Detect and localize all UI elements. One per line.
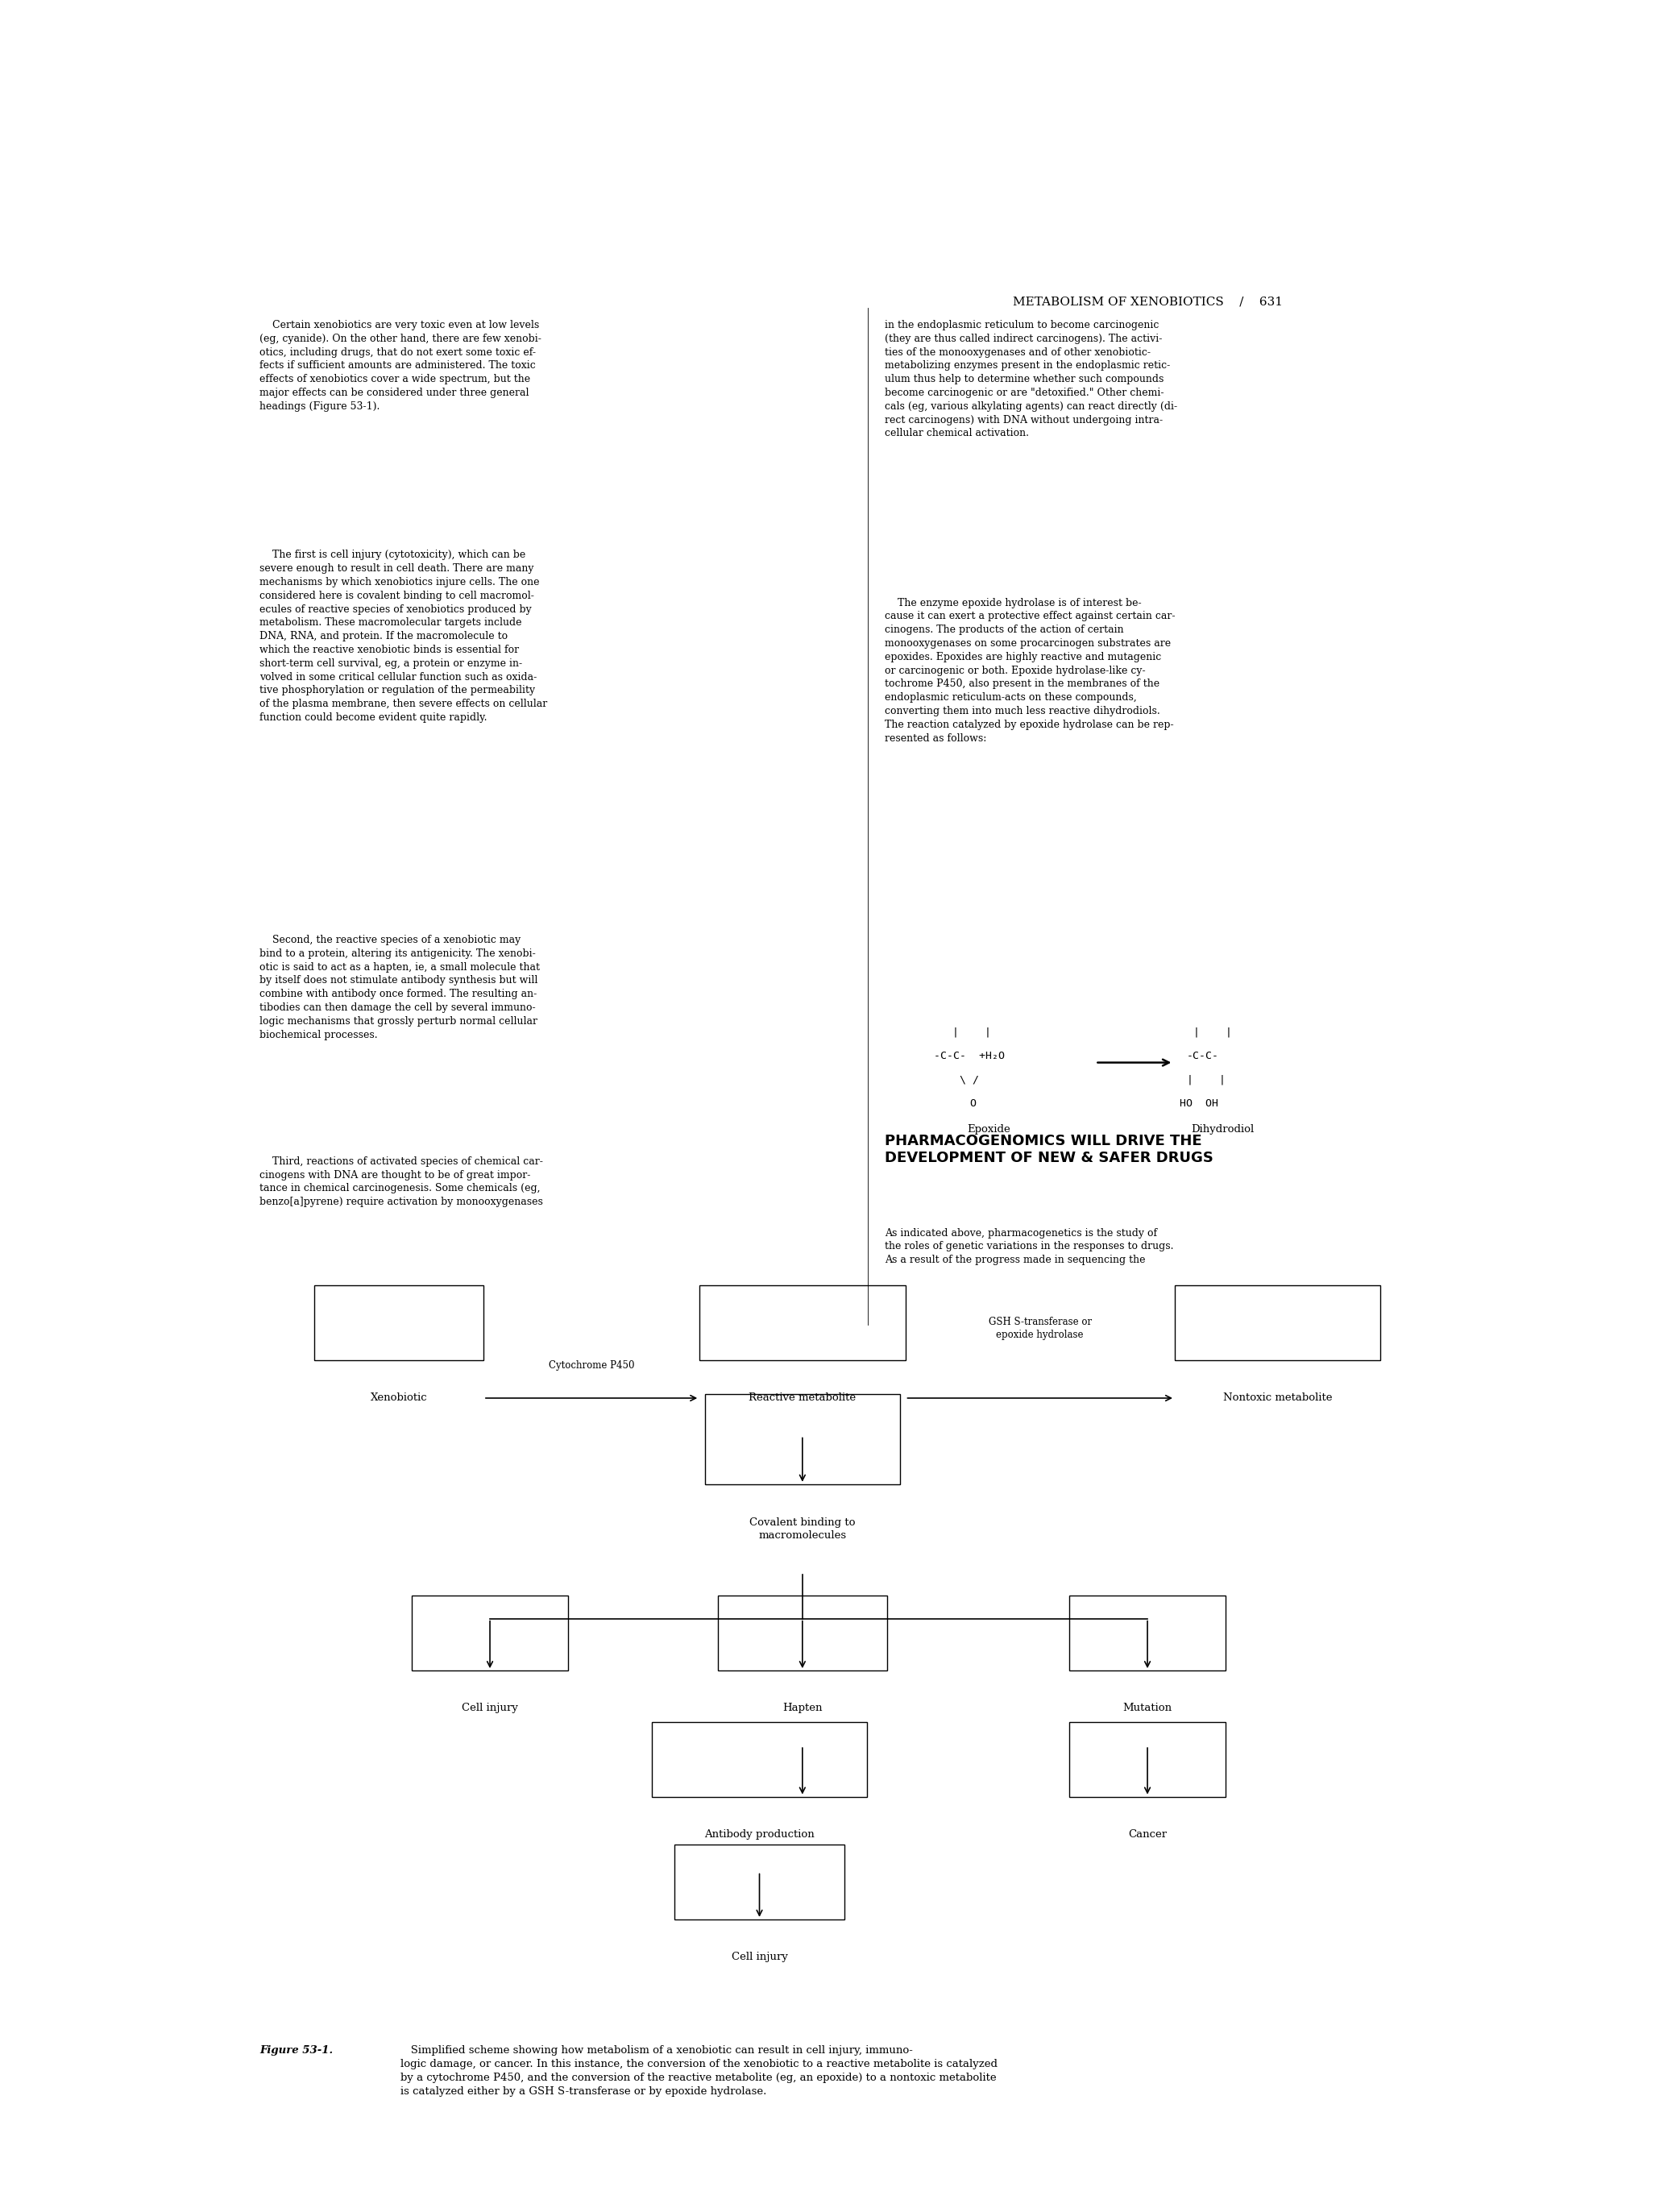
Text: Third, reactions of activated species of chemical car-
cinogens with DNA are tho: Third, reactions of activated species of… — [259, 1157, 543, 1208]
Text: The enzyme epoxide hydrolase is of interest be-
cause it can exert a protective : The enzyme epoxide hydrolase is of inter… — [884, 597, 1174, 743]
Text: HO  OH: HO OH — [1179, 1099, 1218, 1108]
Text: Cytochrome P450: Cytochrome P450 — [549, 1360, 635, 1371]
Text: Reactive metabolite: Reactive metabolite — [749, 1394, 857, 1402]
Text: Antibody production: Antibody production — [704, 1829, 815, 1840]
Text: Nontoxic metabolite: Nontoxic metabolite — [1223, 1394, 1332, 1402]
FancyBboxPatch shape — [717, 1595, 887, 1670]
Text: |    |: | | — [1193, 1026, 1231, 1037]
FancyBboxPatch shape — [706, 1394, 900, 1484]
Text: O: O — [958, 1099, 976, 1108]
Text: As indicated above, pharmacogenetics is the study of
the roles of genetic variat: As indicated above, pharmacogenetics is … — [884, 1228, 1173, 1265]
Text: Dihydrodiol: Dihydrodiol — [1191, 1124, 1255, 1135]
Text: Cell injury: Cell injury — [462, 1703, 517, 1714]
Text: |    |: | | — [1186, 1075, 1225, 1084]
Text: PHARMACOGENOMICS WILL DRIVE THE
DEVELOPMENT OF NEW & SAFER DRUGS: PHARMACOGENOMICS WILL DRIVE THE DEVELOPM… — [884, 1135, 1213, 1166]
Text: -C-C-  +H₂O: -C-C- +H₂O — [934, 1051, 1005, 1062]
FancyBboxPatch shape — [1174, 1285, 1381, 1360]
Text: in the endoplasmic reticulum to become carcinogenic
(they are thus called indire: in the endoplasmic reticulum to become c… — [884, 321, 1178, 438]
Text: Epoxide: Epoxide — [968, 1124, 1010, 1135]
FancyBboxPatch shape — [412, 1595, 568, 1670]
Text: Mutation: Mutation — [1122, 1703, 1173, 1714]
Text: Figure 53-1.: Figure 53-1. — [259, 2046, 333, 2055]
Text: Simplified scheme showing how metabolism of a xenobiotic can result in cell inju: Simplified scheme showing how metabolism… — [400, 2046, 998, 2097]
Text: The first is cell injury (cytotoxicity), which can be
severe enough to result in: The first is cell injury (cytotoxicity),… — [259, 551, 548, 723]
FancyBboxPatch shape — [314, 1285, 484, 1360]
Text: GSH S-transferase or
epoxide hydrolase: GSH S-transferase or epoxide hydrolase — [988, 1316, 1092, 1340]
Text: \ /: \ / — [954, 1075, 979, 1084]
Text: Cell injury: Cell injury — [731, 1951, 788, 1962]
Text: Xenobiotic: Xenobiotic — [370, 1394, 427, 1402]
FancyBboxPatch shape — [699, 1285, 906, 1360]
Text: METABOLISM OF XENOBIOTICS    /    631: METABOLISM OF XENOBIOTICS / 631 — [1013, 296, 1282, 307]
FancyBboxPatch shape — [1068, 1595, 1226, 1670]
Text: -C-C-: -C-C- — [1186, 1051, 1218, 1062]
FancyBboxPatch shape — [675, 1845, 843, 1920]
Text: Certain xenobiotics are very toxic even at low levels
(eg, cyanide). On the othe: Certain xenobiotics are very toxic even … — [259, 321, 541, 411]
Text: Hapten: Hapten — [783, 1703, 822, 1714]
Text: Cancer: Cancer — [1127, 1829, 1168, 1840]
FancyBboxPatch shape — [652, 1721, 867, 1796]
Text: |    |: | | — [953, 1026, 991, 1037]
Text: Second, the reactive species of a xenobiotic may
bind to a protein, altering its: Second, the reactive species of a xenobi… — [259, 936, 539, 1040]
FancyBboxPatch shape — [1068, 1721, 1226, 1796]
Text: Covalent binding to
macromolecules: Covalent binding to macromolecules — [749, 1517, 855, 1542]
